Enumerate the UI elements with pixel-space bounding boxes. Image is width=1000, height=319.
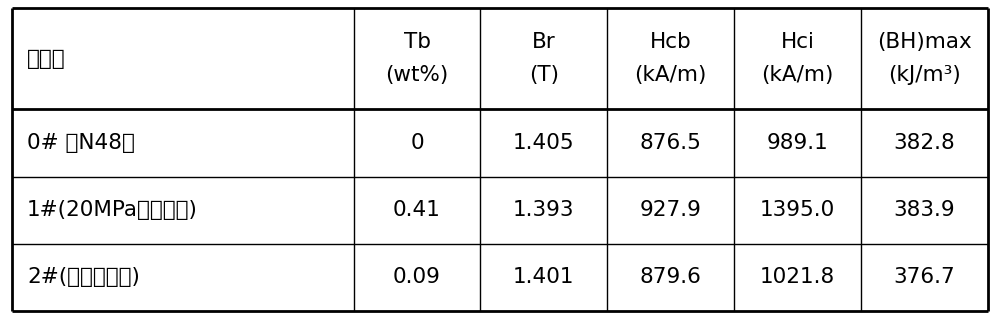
Text: 927.9: 927.9 — [640, 200, 702, 220]
Text: 0.09: 0.09 — [393, 267, 441, 287]
Text: (BH)max
(kJ/m³): (BH)max (kJ/m³) — [877, 32, 972, 85]
Text: 1.405: 1.405 — [513, 133, 575, 153]
Text: 376.7: 376.7 — [894, 267, 955, 287]
Text: 0# （N48）: 0# （N48） — [27, 133, 135, 153]
Text: Hcb
(kA/m): Hcb (kA/m) — [635, 32, 707, 85]
Text: 382.8: 382.8 — [894, 133, 955, 153]
Text: 1.393: 1.393 — [513, 200, 575, 220]
Text: 0.41: 0.41 — [393, 200, 441, 220]
Text: 989.1: 989.1 — [767, 133, 829, 153]
Text: 2#(未加压扩渗): 2#(未加压扩渗) — [27, 267, 140, 287]
Text: 1#(20MPa加压扩渗): 1#(20MPa加压扩渗) — [27, 200, 198, 220]
Text: Hci
(kA/m): Hci (kA/m) — [761, 32, 834, 85]
Text: 0: 0 — [410, 133, 424, 153]
Text: 879.6: 879.6 — [640, 267, 702, 287]
Text: Br
(T): Br (T) — [529, 32, 559, 85]
Text: 样品号: 样品号 — [27, 49, 66, 69]
Text: Tb
(wt%): Tb (wt%) — [385, 32, 449, 85]
Text: 1395.0: 1395.0 — [760, 200, 835, 220]
Text: 1021.8: 1021.8 — [760, 267, 835, 287]
Text: 1.401: 1.401 — [513, 267, 575, 287]
Text: 876.5: 876.5 — [640, 133, 702, 153]
Text: 383.9: 383.9 — [894, 200, 955, 220]
